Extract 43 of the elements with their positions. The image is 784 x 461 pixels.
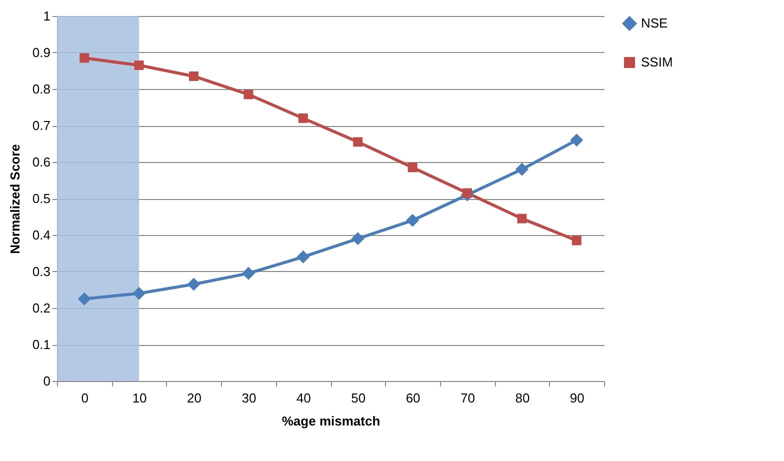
point xyxy=(242,266,255,280)
point xyxy=(244,90,254,100)
x-tick-label: 90 xyxy=(570,390,584,406)
y-tick-label: 0.9 xyxy=(32,45,50,60)
point xyxy=(78,292,91,306)
x-tick-label: 30 xyxy=(242,390,256,406)
point xyxy=(80,53,90,63)
point xyxy=(298,113,308,123)
y-tick-label: 1 xyxy=(43,8,50,24)
point xyxy=(408,162,418,172)
y-tick-label: 0 xyxy=(43,374,50,388)
y-tick-label: 0.2 xyxy=(32,300,50,316)
point xyxy=(406,214,420,227)
y-tick-label: 0.8 xyxy=(32,82,50,96)
y-tick-label: 0.1 xyxy=(32,337,50,352)
legend-label: SSIM xyxy=(641,54,673,70)
x-tick-label: 20 xyxy=(187,390,202,406)
point xyxy=(132,286,146,300)
y-tick-label: 0.3 xyxy=(32,264,50,279)
legend-label: NSE xyxy=(641,16,668,30)
x-tick-label: 10 xyxy=(132,390,147,406)
point xyxy=(517,214,527,224)
point xyxy=(572,236,582,246)
y-tick-label: 0.5 xyxy=(32,191,50,206)
point xyxy=(515,162,528,176)
y-tick-label: 0.7 xyxy=(32,118,50,133)
point xyxy=(570,134,584,147)
x-tick-label: 60 xyxy=(406,390,420,406)
point xyxy=(353,137,363,147)
x-tick-label: 50 xyxy=(351,390,366,406)
point xyxy=(351,232,364,246)
point xyxy=(187,278,200,291)
x-tick-label: 80 xyxy=(515,390,530,406)
x-tick-label: 40 xyxy=(296,390,311,406)
point xyxy=(134,60,144,70)
y-axis-title: Normalized Score xyxy=(7,144,22,254)
x-tick-label: 70 xyxy=(460,390,475,406)
y-tick-label: 0.6 xyxy=(32,154,50,170)
point xyxy=(296,250,310,264)
y-tick-label: 0.4 xyxy=(32,228,50,242)
x-axis-title: %age mismatch xyxy=(282,414,380,428)
x-tick-label: 0 xyxy=(81,390,88,406)
point xyxy=(189,71,198,81)
